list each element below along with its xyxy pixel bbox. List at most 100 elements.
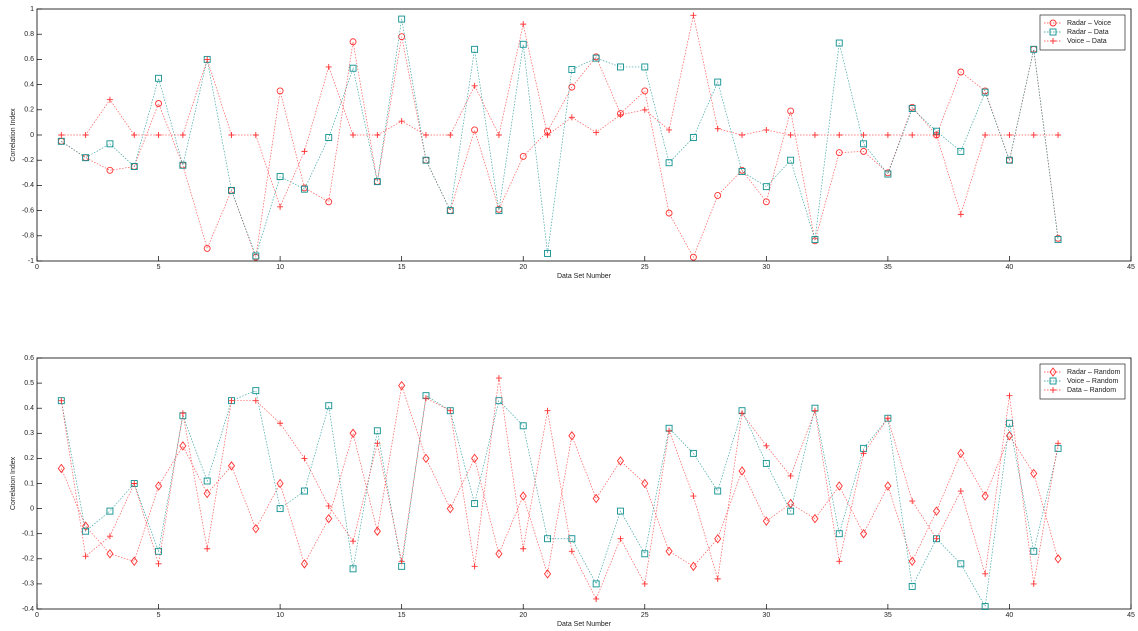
marker [714,192,722,199]
marker [641,550,649,558]
marker [641,106,648,113]
marker [82,553,89,560]
marker [568,548,575,555]
marker [544,249,551,257]
marker [981,491,989,501]
marker [690,12,697,19]
marker [981,88,989,96]
marker [714,78,722,86]
marker [787,156,795,164]
marker [155,100,163,107]
marker [1005,156,1013,164]
y-tick-label: 0 [30,505,34,512]
marker [835,530,843,538]
marker [593,595,600,602]
marker [374,440,381,447]
marker [714,533,722,544]
marker [1055,440,1062,447]
marker [349,64,357,72]
marker [471,563,478,570]
marker [422,156,430,164]
marker [106,140,114,148]
marker [1054,236,1062,244]
marker [82,527,90,535]
marker [519,491,527,501]
marker [1030,580,1037,587]
marker [957,448,965,459]
marker [762,183,770,191]
plot-area [36,8,1132,262]
legend-label: Voice – Random [1067,378,1119,385]
marker [763,126,770,133]
marker [617,507,624,515]
marker [1006,392,1013,399]
marker [82,521,90,531]
legend-label: Voice – Data [1067,38,1107,45]
marker [130,163,138,170]
marker [860,140,868,148]
marker [593,129,600,136]
marker [1054,554,1062,564]
marker [1050,387,1056,393]
marker [252,397,259,404]
marker [787,107,795,115]
marker [373,526,381,536]
marker [568,535,576,543]
y-tick-label: -0.1 [22,531,34,538]
marker [325,63,332,70]
marker [1049,367,1057,377]
marker [739,410,746,417]
y-tick-label: 0.2 [24,107,34,114]
marker [860,147,868,155]
marker [374,132,381,138]
marker [495,132,502,138]
x-axis-label: Data Set Number [557,621,612,628]
marker [276,505,284,513]
series-line [60,378,1059,600]
marker [300,185,308,193]
y-axis-label: Correlation Index [10,456,17,510]
x-tick-label: 5 [157,264,161,271]
marker [592,54,600,62]
marker [762,516,770,526]
marker [252,523,260,534]
y-axis-label: Correlation Index [10,108,17,162]
marker [422,132,429,138]
y-tick-label: -0.3 [22,581,34,588]
marker [666,126,673,133]
marker [884,481,892,491]
marker [932,506,941,516]
marker [738,168,746,175]
marker [544,407,551,414]
marker [568,66,576,73]
marker [471,126,479,134]
y-tick-label: -0.4 [22,182,34,189]
marker [714,575,721,582]
marker [592,580,600,588]
plot-area [36,357,1132,610]
marker [836,558,843,565]
marker [130,556,138,567]
marker [690,493,697,500]
legend-box [1039,14,1126,51]
y-tick-label: -1 [28,258,34,265]
marker [227,461,236,471]
marker [57,137,65,145]
marker [495,375,502,382]
marker [543,569,552,579]
marker [179,441,187,451]
marker [495,207,503,215]
marker [811,236,819,244]
marker [836,132,843,138]
marker [131,132,138,138]
marker [325,503,332,510]
y-tick-label: 0.5 [24,380,34,387]
marker [520,21,527,28]
marker [373,427,381,435]
marker [860,132,867,138]
marker [1055,132,1062,138]
legend-label: Radar – Data [1067,29,1109,36]
marker [252,132,259,138]
